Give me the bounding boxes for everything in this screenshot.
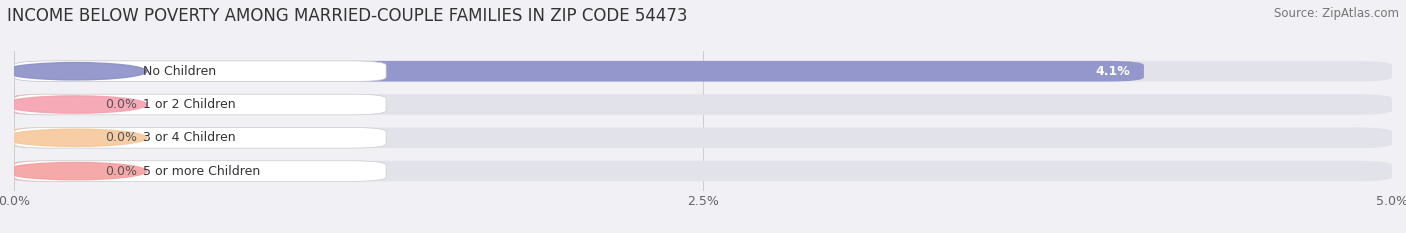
FancyBboxPatch shape: [14, 94, 387, 115]
FancyBboxPatch shape: [14, 61, 387, 82]
FancyBboxPatch shape: [14, 94, 1392, 115]
FancyBboxPatch shape: [14, 161, 83, 182]
FancyBboxPatch shape: [14, 127, 83, 148]
FancyBboxPatch shape: [14, 127, 387, 148]
FancyBboxPatch shape: [14, 61, 1144, 82]
Text: 1 or 2 Children: 1 or 2 Children: [143, 98, 236, 111]
FancyBboxPatch shape: [14, 61, 1392, 82]
Text: 0.0%: 0.0%: [105, 131, 136, 144]
Circle shape: [3, 96, 146, 113]
Text: Source: ZipAtlas.com: Source: ZipAtlas.com: [1274, 7, 1399, 20]
Text: 0.0%: 0.0%: [105, 164, 136, 178]
Circle shape: [3, 129, 146, 147]
Text: No Children: No Children: [143, 65, 217, 78]
FancyBboxPatch shape: [14, 161, 1392, 182]
Text: 4.1%: 4.1%: [1095, 65, 1130, 78]
FancyBboxPatch shape: [14, 161, 387, 182]
FancyBboxPatch shape: [14, 94, 83, 115]
Text: 5 or more Children: 5 or more Children: [143, 164, 260, 178]
Circle shape: [3, 162, 146, 180]
FancyBboxPatch shape: [14, 127, 1392, 148]
Circle shape: [3, 63, 146, 80]
Text: 3 or 4 Children: 3 or 4 Children: [143, 131, 236, 144]
Text: INCOME BELOW POVERTY AMONG MARRIED-COUPLE FAMILIES IN ZIP CODE 54473: INCOME BELOW POVERTY AMONG MARRIED-COUPL…: [7, 7, 688, 25]
Text: 0.0%: 0.0%: [105, 98, 136, 111]
